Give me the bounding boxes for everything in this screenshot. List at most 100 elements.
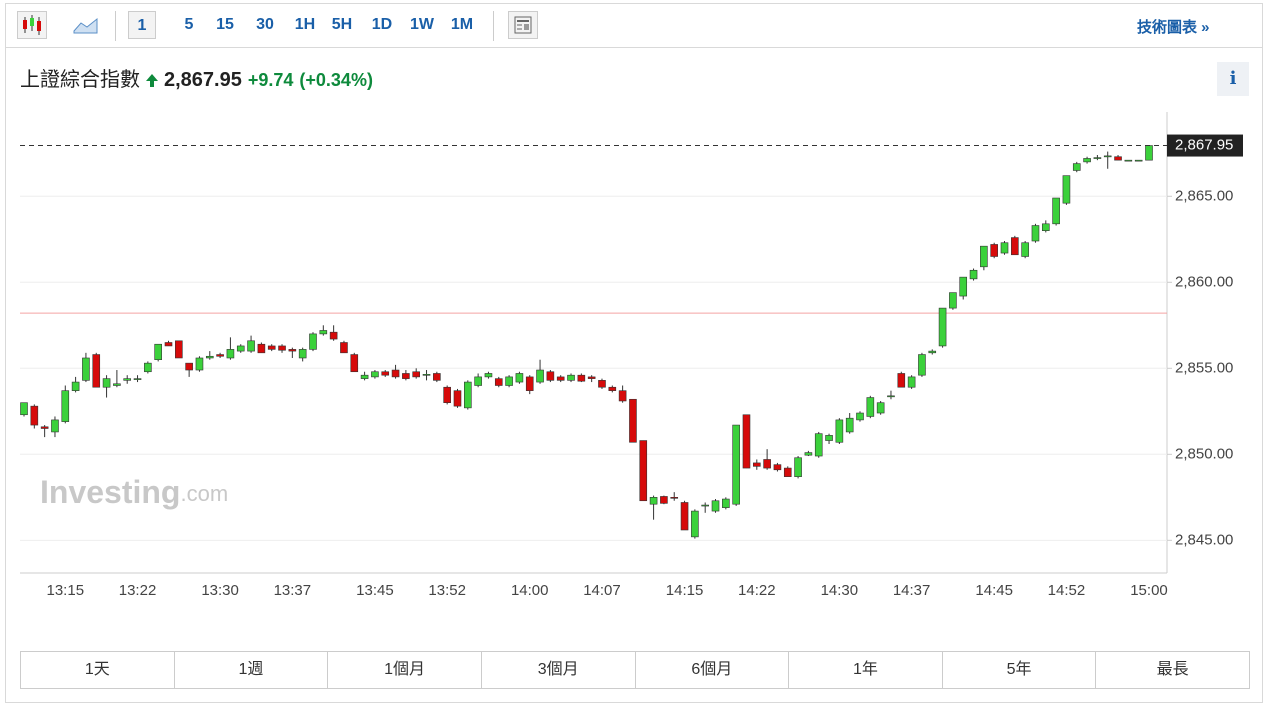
- candle-body: [732, 424, 740, 505]
- range-tab[interactable]: 1週: [175, 652, 329, 688]
- x-tick-label: 15:00: [1130, 582, 1168, 599]
- y-tick-label: 2,850.00: [1175, 445, 1233, 462]
- candle: [226, 337, 235, 360]
- candle: [1000, 241, 1009, 255]
- candle-body: [980, 245, 988, 268]
- interval-button[interactable]: 1D: [371, 16, 393, 33]
- interval-button[interactable]: 5: [184, 16, 194, 33]
- candle-body: [443, 386, 451, 404]
- candle: [82, 352, 90, 383]
- candle-body: [257, 343, 266, 354]
- candle: [433, 371, 441, 383]
- candle: [825, 433, 833, 444]
- candle-body: [1041, 223, 1050, 231]
- change: +9.74: [247, 70, 294, 90]
- interval-button[interactable]: 1W: [410, 16, 434, 33]
- toolbar: 技術圖表 » 1 5 15 30 1H 5H 1D 1W 1M: [5, 3, 1263, 48]
- candle-body: [783, 467, 792, 477]
- interval-button[interactable]: 1H: [294, 16, 316, 33]
- candle-body: [722, 498, 730, 508]
- candle-body: [1021, 242, 1029, 257]
- candle-body: [113, 383, 121, 386]
- candle: [938, 307, 947, 348]
- range-tab[interactable]: 1年: [789, 652, 943, 688]
- candle-body: [567, 374, 575, 381]
- range-tab[interactable]: 5年: [943, 652, 1097, 688]
- range-tab[interactable]: 1天: [21, 652, 175, 688]
- candle: [629, 398, 637, 443]
- candle: [887, 390, 895, 400]
- interval-button[interactable]: 5H: [331, 16, 353, 33]
- candle-chart-button[interactable]: [17, 11, 47, 39]
- candle: [474, 373, 482, 388]
- candle: [267, 344, 276, 352]
- candle: [680, 500, 689, 531]
- candle: [102, 375, 111, 398]
- price: 2,867.95: [164, 69, 242, 91]
- candle: [980, 245, 988, 271]
- x-tick-label: 13:52: [428, 582, 466, 599]
- candle: [845, 413, 854, 434]
- candle-body: [319, 330, 328, 335]
- candle: [1145, 145, 1153, 161]
- area-chart-button[interactable]: [73, 15, 99, 35]
- range-tab[interactable]: 3個月: [482, 652, 636, 688]
- interval-button[interactable]: 15: [216, 16, 234, 33]
- candle-body: [309, 333, 317, 350]
- technical-chart-link[interactable]: 技術圖表 »: [1137, 19, 1210, 36]
- info-button[interactable]: i: [1217, 62, 1249, 96]
- candle-body: [1145, 145, 1153, 161]
- x-tick-label: 13:30: [201, 582, 239, 599]
- candle-body: [608, 386, 617, 391]
- candle-body: [897, 373, 906, 388]
- candle-body: [453, 390, 462, 407]
- candle-body: [1072, 163, 1081, 171]
- range-tab[interactable]: 1個月: [328, 652, 482, 688]
- candle-body: [484, 373, 493, 378]
- candle-body: [185, 362, 193, 371]
- interval-button[interactable]: 1M: [450, 16, 474, 33]
- interval-button[interactable]: 1: [128, 11, 156, 39]
- candle: [1093, 155, 1102, 161]
- candle: [1052, 197, 1060, 226]
- x-tick-label: 13:15: [47, 582, 85, 599]
- candle: [701, 502, 709, 513]
- candle: [835, 418, 844, 444]
- candle-body: [1000, 242, 1009, 254]
- y-tick-label: 2,845.00: [1175, 531, 1233, 548]
- candle-body: [814, 433, 823, 457]
- candle-body: [752, 462, 761, 467]
- candle: [691, 509, 699, 539]
- candle-body: [887, 395, 895, 398]
- candle-body: [587, 376, 596, 379]
- candle: [443, 385, 451, 405]
- candle-body: [649, 497, 658, 505]
- x-tick-label: 14:30: [821, 582, 859, 599]
- candle-body: [1052, 197, 1060, 225]
- candle-body: [464, 381, 472, 409]
- interval-button[interactable]: 30: [256, 16, 274, 33]
- candle-body: [154, 343, 162, 361]
- candle: [71, 376, 80, 393]
- candle-body: [371, 371, 379, 378]
- candle-body: [288, 349, 297, 352]
- candle-body: [247, 340, 255, 352]
- news-button[interactable]: [508, 11, 538, 39]
- candle-body: [412, 371, 421, 378]
- candle: [216, 352, 224, 358]
- candle-body: [340, 342, 348, 354]
- y-tick-label: 2,865.00: [1175, 187, 1233, 204]
- candle-body: [164, 342, 173, 347]
- candle: [1134, 159, 1143, 162]
- x-tick-label: 14:22: [738, 582, 776, 599]
- candle-body: [278, 345, 286, 351]
- range-tab[interactable]: 最長: [1156, 661, 1189, 678]
- candle: [577, 373, 586, 383]
- candle: [319, 325, 328, 336]
- range-tab[interactable]: 6個月: [636, 652, 790, 688]
- candle-body: [40, 426, 49, 429]
- candle-body: [433, 373, 441, 381]
- candle: [742, 414, 751, 469]
- candle-body: [20, 402, 28, 416]
- candle-body: [670, 497, 679, 499]
